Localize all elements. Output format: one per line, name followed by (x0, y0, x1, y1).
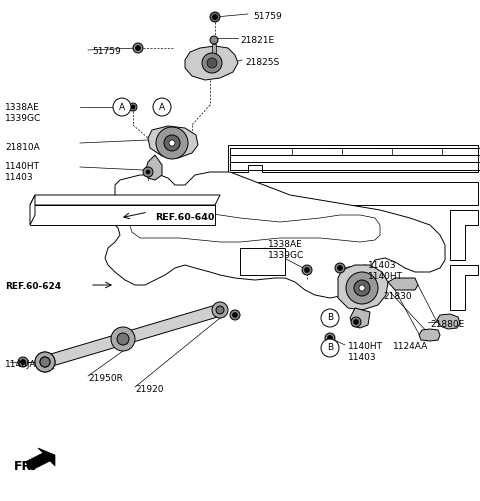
Polygon shape (185, 46, 238, 80)
Text: 21825S: 21825S (245, 58, 279, 67)
Text: 51759: 51759 (253, 12, 282, 21)
Circle shape (325, 333, 335, 343)
Polygon shape (240, 248, 285, 275)
Circle shape (133, 43, 143, 53)
Polygon shape (338, 265, 388, 310)
Polygon shape (450, 265, 478, 310)
Polygon shape (419, 329, 440, 341)
Circle shape (335, 263, 345, 273)
Polygon shape (37, 356, 53, 368)
Text: 21830: 21830 (383, 292, 412, 301)
Polygon shape (30, 205, 215, 225)
Polygon shape (30, 195, 35, 225)
Circle shape (230, 310, 240, 320)
Text: 21810A: 21810A (5, 143, 40, 152)
Circle shape (164, 135, 180, 151)
Circle shape (213, 15, 217, 20)
Text: 11403: 11403 (5, 173, 34, 182)
Text: REF.60-640: REF.60-640 (155, 213, 215, 222)
Circle shape (113, 98, 131, 116)
Text: 21920: 21920 (135, 385, 164, 394)
Text: A: A (119, 103, 125, 112)
Circle shape (302, 265, 312, 275)
Polygon shape (43, 304, 222, 368)
Circle shape (210, 36, 218, 44)
Polygon shape (25, 448, 55, 470)
Polygon shape (450, 210, 478, 260)
Text: 1338AE: 1338AE (268, 240, 303, 249)
Circle shape (207, 58, 217, 68)
Circle shape (359, 285, 365, 291)
Circle shape (353, 320, 359, 325)
Text: 1140HT: 1140HT (348, 342, 383, 351)
Circle shape (304, 268, 310, 273)
Text: 1140HT: 1140HT (5, 162, 40, 171)
Text: 21880E: 21880E (430, 320, 464, 329)
Circle shape (212, 302, 228, 318)
Circle shape (35, 352, 55, 372)
Polygon shape (130, 210, 380, 242)
Circle shape (156, 127, 188, 159)
Circle shape (169, 140, 175, 146)
Circle shape (40, 357, 50, 367)
Text: 1338AE: 1338AE (5, 103, 40, 112)
Circle shape (40, 357, 50, 367)
Circle shape (232, 313, 238, 318)
Text: FR.: FR. (14, 460, 37, 473)
Polygon shape (30, 195, 220, 205)
Text: 51759: 51759 (92, 47, 121, 56)
Circle shape (327, 336, 333, 341)
Polygon shape (350, 308, 370, 328)
Circle shape (21, 360, 25, 365)
Text: 1339GC: 1339GC (5, 114, 41, 123)
Circle shape (117, 333, 129, 345)
Circle shape (346, 272, 378, 304)
Circle shape (146, 170, 150, 174)
Polygon shape (30, 172, 445, 298)
Text: 1140HT: 1140HT (368, 272, 403, 281)
Circle shape (354, 280, 370, 296)
Circle shape (18, 357, 28, 367)
Circle shape (202, 53, 222, 73)
Text: 21821E: 21821E (240, 36, 274, 45)
Circle shape (321, 309, 339, 327)
Polygon shape (145, 155, 162, 180)
Circle shape (131, 105, 135, 109)
Circle shape (135, 46, 141, 51)
Text: 11403: 11403 (348, 353, 377, 362)
Circle shape (153, 98, 171, 116)
Circle shape (143, 167, 153, 177)
Text: 1140JA: 1140JA (5, 360, 36, 369)
Text: REF.60-624: REF.60-624 (5, 282, 61, 291)
Polygon shape (212, 44, 216, 55)
Circle shape (129, 103, 137, 111)
Circle shape (351, 317, 361, 327)
Text: B: B (327, 344, 333, 353)
Text: B: B (327, 314, 333, 323)
Circle shape (210, 12, 220, 22)
Polygon shape (437, 314, 460, 329)
Text: 21950R: 21950R (88, 374, 123, 383)
Circle shape (216, 306, 224, 314)
Polygon shape (148, 126, 198, 158)
Text: A: A (159, 103, 165, 112)
Polygon shape (388, 278, 418, 290)
Circle shape (35, 352, 55, 372)
Polygon shape (228, 182, 478, 205)
Text: 11403: 11403 (368, 261, 396, 270)
Circle shape (337, 266, 343, 271)
Text: 1124AA: 1124AA (393, 342, 428, 351)
Polygon shape (228, 145, 478, 172)
Text: 1339GC: 1339GC (268, 251, 304, 260)
Circle shape (321, 339, 339, 357)
Circle shape (111, 327, 135, 351)
